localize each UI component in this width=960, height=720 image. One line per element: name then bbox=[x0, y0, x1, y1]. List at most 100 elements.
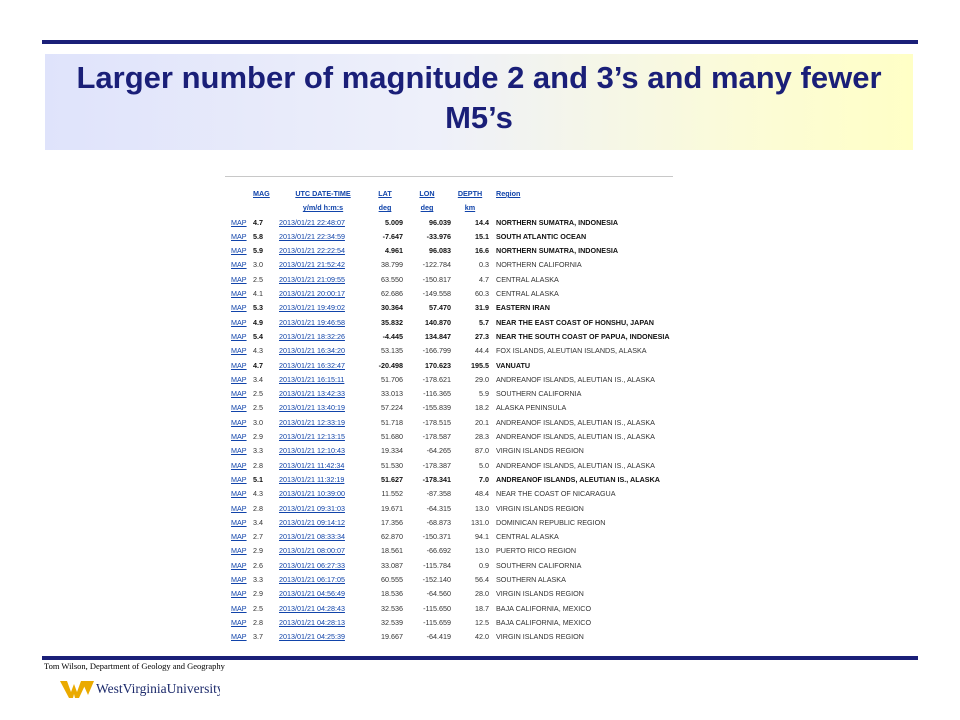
map-link[interactable]: MAP bbox=[231, 389, 247, 399]
depth-cell: 31.9 bbox=[475, 303, 489, 313]
map-link[interactable]: MAP bbox=[231, 446, 247, 456]
table-row: MAP 2.5 2013/01/21 13:40:19 57.224 -155.839 1… bbox=[225, 401, 670, 415]
event-datetime-link[interactable]: 2013/01/21 04:56:49 bbox=[279, 589, 345, 599]
header-lat-unit[interactable]: deg bbox=[378, 203, 392, 213]
map-link[interactable]: MAP bbox=[231, 331, 247, 341]
depth-cell: 42.0 bbox=[475, 632, 489, 642]
event-datetime-link[interactable]: 2013/01/21 09:31:03 bbox=[279, 503, 345, 513]
latitude-cell: 18.561 bbox=[381, 546, 403, 556]
event-datetime-link[interactable]: 2013/01/21 11:32:19 bbox=[279, 474, 345, 484]
event-datetime-link[interactable]: 2013/01/21 21:09:55 bbox=[279, 274, 345, 284]
map-link[interactable]: MAP bbox=[231, 503, 247, 513]
header-depth[interactable]: DEPTH bbox=[457, 189, 483, 198]
map-link[interactable]: MAP bbox=[231, 260, 247, 270]
event-datetime-link[interactable]: 2013/01/21 08:00:07 bbox=[279, 546, 345, 556]
map-link[interactable]: MAP bbox=[231, 346, 247, 356]
depth-cell: 13.0 bbox=[475, 546, 489, 556]
event-datetime-link[interactable]: 2013/01/21 22:48:07 bbox=[279, 217, 345, 227]
map-link[interactable]: MAP bbox=[231, 217, 247, 227]
latitude-cell: 62.870 bbox=[381, 532, 403, 542]
map-link[interactable]: MAP bbox=[231, 417, 247, 427]
depth-cell: 12.5 bbox=[475, 617, 489, 627]
map-link[interactable]: MAP bbox=[231, 403, 247, 413]
map-link[interactable]: MAP bbox=[231, 317, 247, 327]
magnitude-cell: 4.1 bbox=[253, 289, 263, 299]
event-datetime-link[interactable]: 2013/01/21 16:34:20 bbox=[279, 346, 345, 356]
event-datetime-link[interactable]: 2013/01/21 16:32:47 bbox=[279, 360, 345, 370]
map-link[interactable]: MAP bbox=[231, 546, 247, 556]
event-datetime-link[interactable]: 2013/01/21 10:39:00 bbox=[279, 489, 345, 499]
event-datetime-link[interactable]: 2013/01/21 06:17:05 bbox=[279, 575, 345, 585]
table-row: MAP 5.1 2013/01/21 11:32:19 51.627 -178.341 7… bbox=[225, 473, 670, 487]
map-link[interactable]: MAP bbox=[231, 360, 247, 370]
event-datetime-link[interactable]: 2013/01/21 12:33:19 bbox=[279, 417, 345, 427]
depth-cell: 13.0 bbox=[475, 503, 489, 513]
event-datetime-link[interactable]: 2013/01/21 09:14:12 bbox=[279, 517, 345, 527]
map-link[interactable]: MAP bbox=[231, 303, 247, 313]
table-row: MAP 3.4 2013/01/21 16:15:11 51.706 -178.621 2… bbox=[225, 373, 670, 387]
magnitude-cell: 2.5 bbox=[253, 389, 263, 399]
event-datetime-link[interactable]: 2013/01/21 19:49:02 bbox=[279, 303, 345, 313]
map-link[interactable]: MAP bbox=[231, 589, 247, 599]
map-link[interactable]: MAP bbox=[231, 460, 247, 470]
table-row: MAP 2.8 2013/01/21 09:31:03 19.671 -64.315 13… bbox=[225, 502, 670, 516]
latitude-cell: 33.087 bbox=[381, 560, 403, 570]
magnitude-cell: 4.7 bbox=[253, 360, 263, 370]
event-datetime-link[interactable]: 2013/01/21 21:52:42 bbox=[279, 260, 345, 270]
event-datetime-link[interactable]: 2013/01/21 04:28:43 bbox=[279, 603, 345, 613]
event-datetime-link[interactable]: 2013/01/21 13:42:33 bbox=[279, 389, 345, 399]
longitude-cell: 134.847 bbox=[425, 331, 451, 341]
header-date-format[interactable]: y/m/d h:m:s bbox=[302, 203, 344, 213]
event-datetime-link[interactable]: 2013/01/21 06:27:33 bbox=[279, 560, 345, 570]
map-link[interactable]: MAP bbox=[231, 274, 247, 284]
event-datetime-link[interactable]: 2013/01/21 19:46:58 bbox=[279, 317, 345, 327]
header-lon[interactable]: LON bbox=[419, 189, 435, 198]
magnitude-cell: 2.9 bbox=[253, 432, 263, 442]
event-datetime-link[interactable]: 2013/01/21 08:33:34 bbox=[279, 532, 345, 542]
event-datetime-link[interactable]: 2013/01/21 18:32:26 bbox=[279, 331, 345, 341]
header-depth-unit[interactable]: km bbox=[464, 203, 476, 213]
map-link[interactable]: MAP bbox=[231, 246, 247, 256]
longitude-cell: 96.083 bbox=[429, 246, 451, 256]
longitude-cell: -64.315 bbox=[426, 503, 451, 513]
event-datetime-link[interactable]: 2013/01/21 04:28:13 bbox=[279, 617, 345, 627]
header-region[interactable]: Region bbox=[496, 189, 521, 198]
magnitude-cell: 4.3 bbox=[253, 489, 263, 499]
header-lat[interactable]: LAT bbox=[378, 189, 392, 198]
map-link[interactable]: MAP bbox=[231, 289, 247, 299]
magnitude-cell: 5.4 bbox=[253, 331, 263, 341]
map-link[interactable]: MAP bbox=[231, 617, 247, 627]
map-link[interactable]: MAP bbox=[231, 532, 247, 542]
map-link[interactable]: MAP bbox=[231, 231, 247, 241]
map-link[interactable]: MAP bbox=[231, 374, 247, 384]
map-link[interactable]: MAP bbox=[231, 489, 247, 499]
magnitude-cell: 5.3 bbox=[253, 303, 263, 313]
event-datetime-link[interactable]: 2013/01/21 12:10:43 bbox=[279, 446, 345, 456]
map-link[interactable]: MAP bbox=[231, 575, 247, 585]
event-datetime-link[interactable]: 2013/01/21 04:25:39 bbox=[279, 632, 345, 642]
event-datetime-link[interactable]: 2013/01/21 11:42:34 bbox=[279, 460, 345, 470]
event-datetime-link[interactable]: 2013/01/21 13:40:19 bbox=[279, 403, 345, 413]
header-mag[interactable]: MAG bbox=[253, 189, 270, 198]
map-link[interactable]: MAP bbox=[231, 603, 247, 613]
event-datetime-link[interactable]: 2013/01/21 20:00:17 bbox=[279, 289, 345, 299]
map-link[interactable]: MAP bbox=[231, 632, 247, 642]
footer-credit: Tom Wilson, Department of Geology and Ge… bbox=[44, 661, 225, 671]
header-units-row: y/m/d h:m:s deg deg km bbox=[225, 201, 670, 215]
event-datetime-link[interactable]: 2013/01/21 22:22:54 bbox=[279, 246, 345, 256]
event-datetime-link[interactable]: 2013/01/21 22:34:59 bbox=[279, 231, 345, 241]
event-datetime-link[interactable]: 2013/01/21 16:15:11 bbox=[279, 374, 345, 384]
map-link[interactable]: MAP bbox=[231, 474, 247, 484]
region-cell: EASTERN IRAN bbox=[496, 303, 550, 313]
depth-cell: 56.4 bbox=[475, 575, 489, 585]
header-date[interactable]: UTC DATE-TIME bbox=[295, 189, 351, 198]
header-lon-unit[interactable]: deg bbox=[420, 203, 434, 213]
map-link[interactable]: MAP bbox=[231, 560, 247, 570]
map-link[interactable]: MAP bbox=[231, 517, 247, 527]
event-datetime-link[interactable]: 2013/01/21 12:13:15 bbox=[279, 432, 345, 442]
map-link[interactable]: MAP bbox=[231, 432, 247, 442]
latitude-cell: 53.135 bbox=[381, 346, 403, 356]
top-divider bbox=[42, 40, 918, 44]
magnitude-cell: 3.3 bbox=[253, 446, 263, 456]
region-cell: ANDREANOF ISLANDS, ALEUTIAN IS., ALASKA bbox=[496, 474, 660, 484]
